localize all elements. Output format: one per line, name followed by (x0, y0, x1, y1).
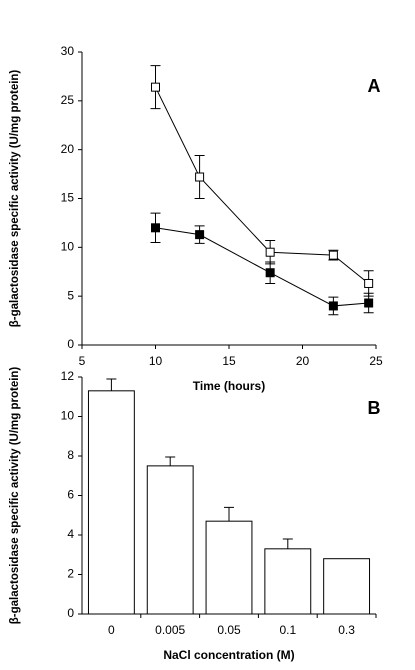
marker (151, 82, 160, 92)
y-tick-label: 6 (67, 488, 74, 502)
panel-label: A (368, 76, 381, 96)
x-axis-label: Time (hours) (193, 379, 265, 393)
y-tick-label: 0 (67, 606, 74, 620)
marker (328, 250, 338, 260)
marker (328, 301, 338, 311)
marker (265, 247, 275, 257)
x-tick-label: 5 (79, 354, 86, 368)
marker (195, 230, 205, 240)
x-axis-label: NaCl concentration (M) (163, 648, 294, 662)
error-bar (106, 378, 117, 391)
y-axis-label: β-galactosidase specific activity (U/mg … (9, 70, 21, 328)
y-tick-label: 4 (67, 527, 74, 541)
x-tick-label: 0.3 (338, 623, 355, 637)
bar (146, 465, 194, 615)
y-axis-label: β-galactosidase specific activity (U/mg … (9, 367, 21, 625)
error-bar (224, 506, 234, 522)
y-tick-label: 8 (67, 448, 74, 462)
y-tick-label: 5 (67, 288, 74, 302)
marker (265, 268, 275, 278)
y-tick-label: 10 (61, 240, 75, 254)
x-tick-label: 0.1 (279, 623, 296, 637)
y-tick-label: 0 (67, 337, 74, 351)
x-tick-label: 25 (369, 354, 383, 368)
error-bar (282, 538, 293, 549)
bar (264, 548, 312, 615)
x-tick-label: 10 (149, 354, 163, 368)
x-tick-label: 0 (108, 623, 115, 637)
bar (323, 558, 371, 615)
x-tick-label: 0.05 (217, 623, 241, 637)
y-tick-label: 12 (61, 369, 75, 383)
bar (205, 520, 253, 615)
marker (151, 223, 160, 233)
y-tick-label: 10 (61, 409, 75, 423)
x-tick-label: 20 (296, 354, 310, 368)
x-tick-label: 0.005 (155, 623, 185, 637)
panel-label: B (368, 398, 381, 418)
marker (364, 298, 374, 308)
marker (195, 172, 205, 182)
y-tick-label: 2 (67, 567, 74, 581)
error-bar (165, 456, 176, 466)
marker (364, 278, 374, 288)
series-line (155, 227, 369, 307)
x-tick-label: 15 (222, 354, 236, 368)
bar (87, 390, 135, 615)
y-tick-label: 30 (61, 44, 75, 58)
y-tick-label: 20 (61, 142, 75, 156)
y-tick-label: 15 (61, 191, 75, 205)
y-tick-label: 25 (61, 93, 75, 107)
